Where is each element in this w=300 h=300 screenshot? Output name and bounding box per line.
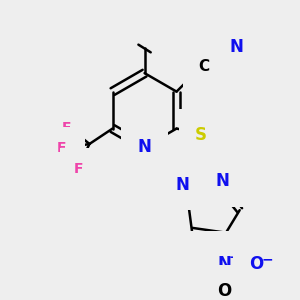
Text: N: N: [217, 255, 231, 273]
Text: F: F: [61, 121, 71, 135]
Text: F: F: [57, 141, 67, 155]
Text: +: +: [229, 250, 240, 264]
Text: N: N: [229, 38, 243, 56]
Text: C: C: [199, 59, 210, 74]
Text: O: O: [250, 255, 264, 273]
Text: −: −: [262, 252, 273, 266]
Text: N: N: [215, 172, 229, 190]
Text: N: N: [175, 176, 189, 194]
Text: N: N: [138, 138, 152, 156]
Text: O: O: [217, 282, 231, 300]
Text: S: S: [195, 126, 207, 144]
Text: F: F: [74, 162, 83, 176]
